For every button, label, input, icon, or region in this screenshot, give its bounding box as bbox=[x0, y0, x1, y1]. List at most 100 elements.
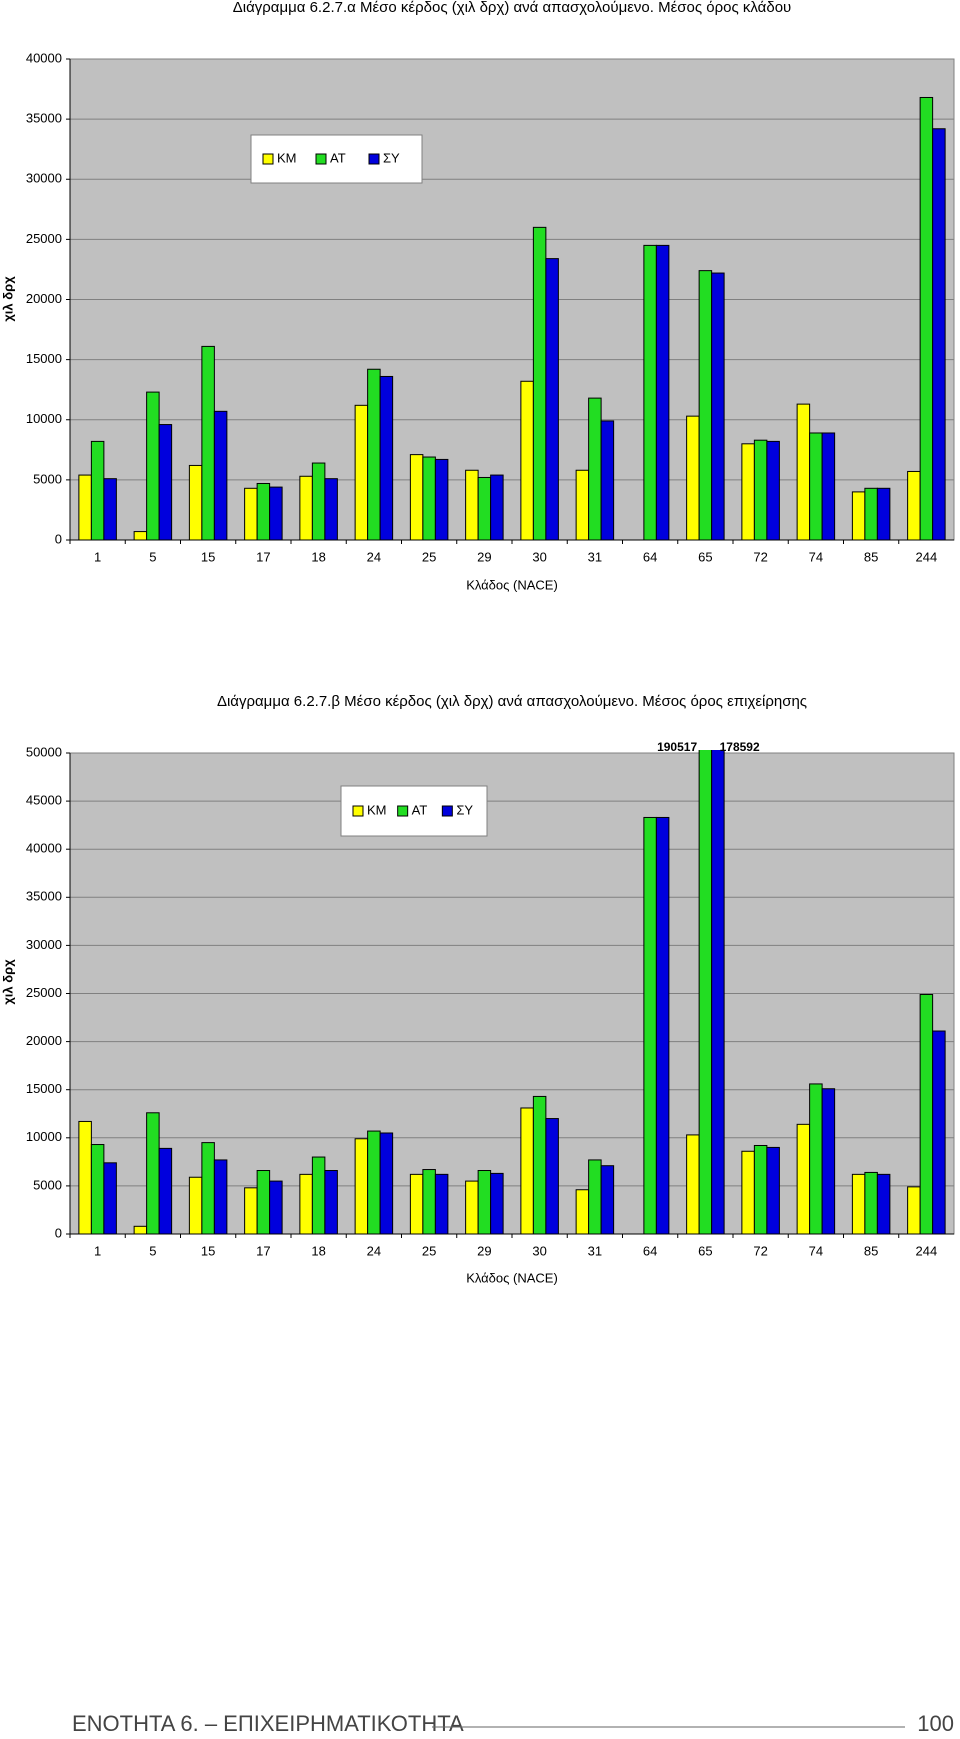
bar bbox=[532, 226, 547, 540]
bar bbox=[324, 1170, 338, 1234]
bar bbox=[311, 1156, 326, 1234]
bar bbox=[864, 487, 878, 540]
x-tick-label: 85 bbox=[864, 1243, 878, 1258]
x-tick-label: 24 bbox=[367, 1243, 381, 1258]
legend-label: ΚΜ bbox=[367, 802, 387, 817]
x-tick-label: 31 bbox=[588, 549, 602, 564]
legend-swatch bbox=[441, 805, 453, 817]
y-axis-label: χιλ δρχ bbox=[0, 959, 15, 1005]
bar bbox=[809, 432, 823, 540]
bar bbox=[477, 1170, 492, 1234]
bar bbox=[213, 410, 228, 540]
y-tick-label: 20000 bbox=[26, 291, 62, 306]
bar bbox=[299, 1173, 313, 1234]
y-tick-label: 10000 bbox=[26, 1129, 62, 1144]
bar bbox=[78, 1120, 92, 1234]
bar bbox=[876, 1173, 891, 1234]
chart-title: Διάγραμμα 6.2.7.α Μέσο κέρδος (χιλ δρχ) … bbox=[233, 0, 792, 16]
legend-label: ΚΜ bbox=[277, 150, 297, 165]
bar bbox=[146, 1112, 160, 1234]
x-tick-label: 17 bbox=[256, 549, 270, 564]
bar bbox=[90, 1144, 105, 1234]
x-tick-label: 85 bbox=[864, 549, 878, 564]
bar bbox=[643, 816, 657, 1234]
y-axis-label: χιλ δρχ bbox=[0, 276, 15, 322]
legend-label: ΣΥ bbox=[456, 802, 473, 817]
bar bbox=[532, 1095, 547, 1234]
bar bbox=[876, 487, 891, 540]
bar bbox=[741, 443, 755, 540]
data-label: 190517 bbox=[657, 740, 697, 754]
bar bbox=[367, 368, 381, 540]
x-tick-label: 1 bbox=[94, 1243, 101, 1258]
bar bbox=[465, 469, 479, 540]
bar bbox=[434, 1173, 449, 1234]
bar bbox=[919, 993, 934, 1234]
bar bbox=[907, 470, 921, 540]
y-tick-label: 30000 bbox=[26, 937, 62, 952]
x-tick-label: 29 bbox=[477, 549, 491, 564]
bar bbox=[711, 272, 725, 540]
bar bbox=[409, 454, 424, 540]
x-tick-label: 25 bbox=[422, 549, 436, 564]
x-tick-label: 17 bbox=[256, 1243, 270, 1258]
bar bbox=[434, 458, 449, 540]
bar bbox=[575, 1189, 590, 1234]
bar bbox=[545, 1118, 559, 1234]
bar bbox=[311, 462, 326, 540]
bar bbox=[796, 403, 811, 540]
y-tick-label: 25000 bbox=[26, 985, 62, 1000]
x-tick-label: 15 bbox=[201, 1243, 215, 1258]
x-tick-label: 244 bbox=[916, 1243, 938, 1258]
bar bbox=[698, 270, 713, 540]
bar bbox=[851, 491, 866, 540]
x-tick-label: 72 bbox=[753, 1243, 767, 1258]
x-tick-label: 5 bbox=[149, 549, 156, 564]
x-tick-label: 244 bbox=[916, 549, 938, 564]
footer-page: 100 bbox=[917, 1711, 954, 1736]
bar bbox=[146, 391, 160, 540]
legend-swatch bbox=[397, 805, 409, 817]
bar bbox=[809, 1083, 823, 1234]
bar bbox=[354, 1138, 369, 1234]
bar bbox=[711, 750, 725, 1234]
x-tick-label: 25 bbox=[422, 1243, 436, 1258]
y-tick-label: 10000 bbox=[26, 411, 62, 426]
bars bbox=[78, 96, 946, 540]
x-tick-label: 72 bbox=[753, 549, 767, 564]
bar bbox=[932, 1030, 946, 1234]
bar bbox=[655, 816, 670, 1234]
bar bbox=[753, 1144, 768, 1234]
bar bbox=[588, 397, 602, 540]
bar bbox=[90, 440, 105, 540]
x-tick-label: 31 bbox=[588, 1243, 602, 1258]
bar bbox=[907, 1186, 921, 1234]
bar bbox=[477, 476, 492, 540]
bar bbox=[490, 474, 504, 540]
bar bbox=[698, 750, 713, 1234]
y-tick-label: 15000 bbox=[26, 351, 62, 366]
x-tick-label: 15 bbox=[201, 549, 215, 564]
bar bbox=[741, 1150, 755, 1234]
bar bbox=[545, 258, 559, 540]
y-tick-label: 5000 bbox=[33, 471, 62, 486]
bar bbox=[821, 1088, 836, 1234]
bar bbox=[490, 1172, 504, 1234]
x-tick-label: 29 bbox=[477, 1243, 491, 1258]
bar bbox=[851, 1173, 866, 1234]
y-tick-label: 25000 bbox=[26, 231, 62, 246]
bar bbox=[103, 478, 117, 540]
bar bbox=[600, 420, 615, 540]
bar bbox=[821, 432, 836, 540]
y-tick-label: 30000 bbox=[26, 171, 62, 186]
bar bbox=[588, 1159, 602, 1234]
bar bbox=[188, 464, 203, 540]
x-tick-label: 5 bbox=[149, 1243, 156, 1258]
x-tick-label: 18 bbox=[311, 1243, 325, 1258]
bar bbox=[422, 1169, 436, 1234]
bar bbox=[600, 1165, 615, 1234]
bar bbox=[103, 1162, 117, 1234]
bar bbox=[409, 1173, 424, 1234]
